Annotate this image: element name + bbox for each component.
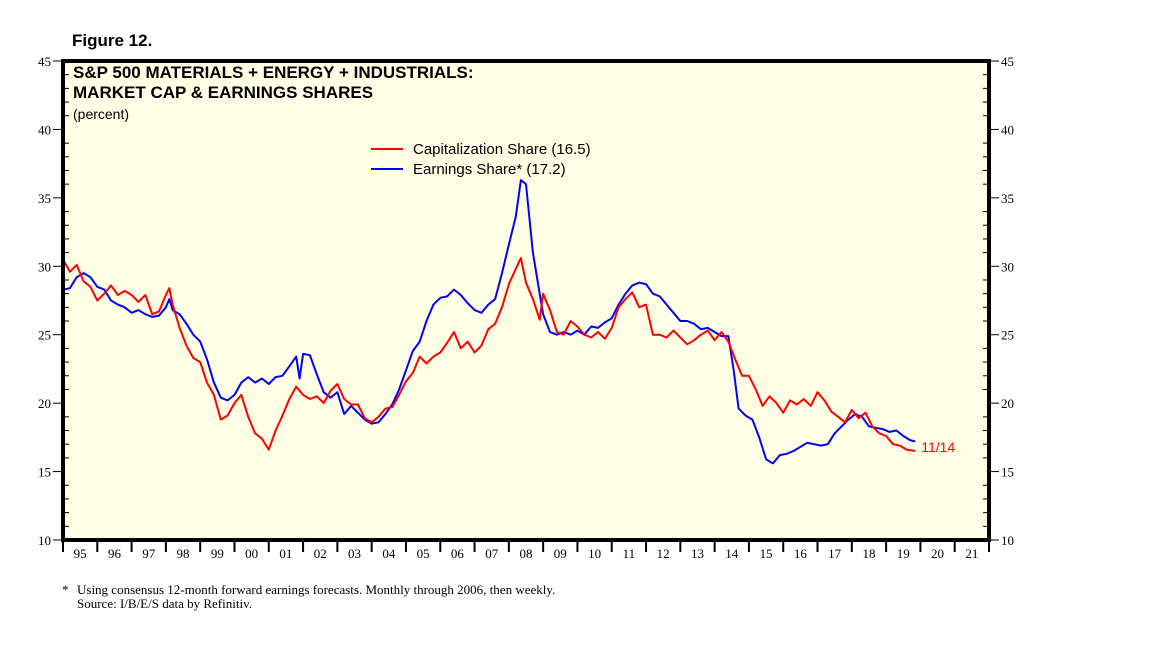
y-tick-label: 15 bbox=[1001, 465, 1014, 480]
y-tick-label: 25 bbox=[38, 328, 51, 343]
chart-subtitle: MARKET CAP & EARNINGS SHARES bbox=[73, 83, 373, 102]
y-tick-label: 10 bbox=[38, 533, 51, 548]
footnote-source: Source: I/B/E/S data by Refinitiv. bbox=[77, 596, 252, 611]
legend: Capitalization Share (16.5) Earnings Sha… bbox=[371, 141, 591, 178]
x-tick-label: 07 bbox=[485, 546, 499, 561]
x-tick-label: 99 bbox=[211, 546, 224, 561]
x-tick-label: 21 bbox=[965, 546, 978, 561]
y-tick-label: 30 bbox=[1001, 259, 1014, 274]
y-tick-label: 45 bbox=[38, 54, 51, 69]
footnote: * Using consensus 12-month forward earni… bbox=[62, 582, 555, 611]
x-tick-label: 12 bbox=[657, 546, 670, 561]
plot-area bbox=[63, 61, 989, 540]
chart-title: S&P 500 MATERIALS + ENERGY + INDUSTRIALS… bbox=[73, 63, 474, 82]
x-tick-label: 19 bbox=[897, 546, 910, 561]
x-tick-label: 02 bbox=[314, 546, 327, 561]
series-line-earnings bbox=[62, 179, 916, 465]
x-axis: 95 96 97 98 99 00 01 02 03 04 05 06 07 08 09 10 11 12 13 14… bbox=[62, 540, 990, 561]
footnote-marker: * bbox=[62, 582, 69, 597]
x-tick-label: 09 bbox=[554, 546, 567, 561]
y-tick-label: 40 bbox=[1001, 122, 1014, 137]
y-tick-label: 20 bbox=[1001, 396, 1014, 411]
x-tick-label: 98 bbox=[177, 546, 190, 561]
y-tick-label: 15 bbox=[38, 465, 51, 480]
series-layer bbox=[62, 179, 916, 465]
x-tick-label: 14 bbox=[725, 546, 739, 561]
x-tick-label: 05 bbox=[417, 546, 430, 561]
x-tick-label: 10 bbox=[588, 546, 601, 561]
x-tick-label: 11 bbox=[623, 546, 636, 561]
x-tick-label: 95 bbox=[74, 546, 87, 561]
y-tick-label: 35 bbox=[1001, 191, 1014, 206]
y-tick-label: 30 bbox=[38, 259, 51, 274]
series-line-capitalization bbox=[62, 257, 916, 452]
x-tick-label: 97 bbox=[142, 546, 156, 561]
legend-label-capitalization: Capitalization Share (16.5) bbox=[413, 141, 591, 158]
y-tick-label: 45 bbox=[1001, 54, 1014, 69]
x-tick-label: 18 bbox=[862, 546, 875, 561]
y-tick-label: 40 bbox=[38, 122, 51, 137]
y-tick-label: 10 bbox=[1001, 533, 1014, 548]
x-tick-label: 01 bbox=[279, 546, 292, 561]
x-tick-label: 20 bbox=[931, 546, 944, 561]
footnote-line-1: Using consensus 12-month forward earning… bbox=[77, 582, 555, 597]
y-tick-label: 35 bbox=[38, 191, 51, 206]
x-tick-label: 13 bbox=[691, 546, 704, 561]
plot-frame bbox=[61, 59, 991, 542]
x-tick-label: 06 bbox=[451, 546, 465, 561]
x-tick-label: 96 bbox=[108, 546, 122, 561]
figure-label: Figure 12. bbox=[72, 31, 152, 50]
x-tick-label: 04 bbox=[382, 546, 396, 561]
y-tick-label: 25 bbox=[1001, 328, 1014, 343]
x-tick-label: 17 bbox=[828, 546, 842, 561]
y-tick-label: 20 bbox=[38, 396, 51, 411]
units-label: (percent) bbox=[73, 106, 129, 122]
legend-label-earnings: Earnings Share* (17.2) bbox=[413, 161, 566, 178]
y-axis-right: 10 15 20 25 30 35 40 45 bbox=[983, 54, 1014, 548]
x-tick-label: 00 bbox=[245, 546, 258, 561]
x-tick-label: 16 bbox=[794, 546, 808, 561]
end-date-label: 11/14 bbox=[921, 439, 955, 455]
x-tick-label: 15 bbox=[760, 546, 773, 561]
x-tick-label: 03 bbox=[348, 546, 361, 561]
x-tick-label: 08 bbox=[520, 546, 533, 561]
